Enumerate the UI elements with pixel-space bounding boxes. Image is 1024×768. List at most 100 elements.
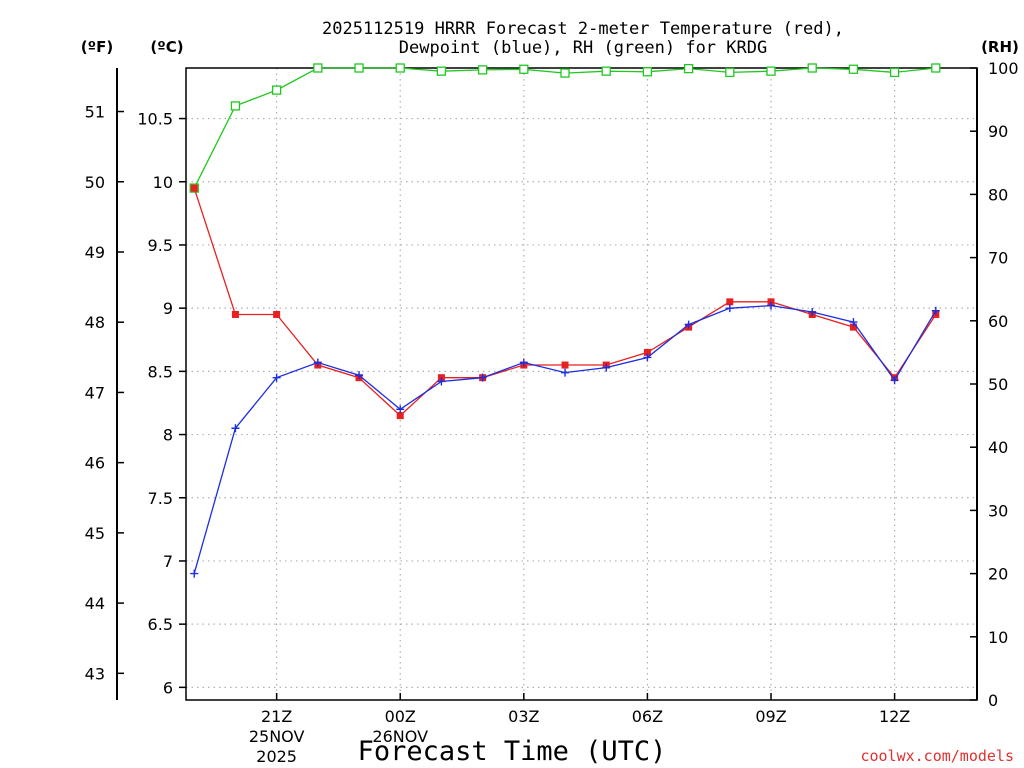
fahrenheit-tick-label: 46	[85, 454, 105, 473]
dewpoint-point	[355, 371, 364, 380]
rh-point	[477, 65, 488, 75]
rh-tick-label: 20	[988, 565, 1008, 584]
rh-point	[560, 68, 570, 78]
temperature-point	[561, 361, 569, 369]
fahrenheit-tick-label: 50	[85, 173, 105, 192]
rh-tick-label: 30	[988, 501, 1008, 520]
rh-tick-label: 10	[988, 628, 1008, 647]
rh-tick-label: 100	[988, 59, 1019, 78]
dewpoint-point	[931, 306, 940, 315]
celsius-tick-label: 10	[153, 173, 173, 192]
rh-point	[642, 67, 653, 77]
temperature-point	[643, 348, 651, 356]
rh-tick-label: 80	[988, 185, 1008, 204]
source-credit: coolwx.com/models	[860, 747, 1014, 765]
temperature-series	[190, 184, 940, 420]
rh-point	[683, 63, 694, 74]
fahrenheit-tick-label: 49	[85, 243, 105, 262]
rh-tick-label: 70	[988, 249, 1008, 268]
dewpoint-point	[808, 307, 817, 316]
fahrenheit-tick-label: 45	[85, 524, 105, 543]
rh-point	[395, 63, 405, 73]
celsius-tick-label: 7.5	[148, 489, 173, 508]
rh-unit-label: (RH)	[981, 38, 1019, 56]
celsius-unit-label: (ºC)	[150, 38, 183, 56]
dewpoint-point	[396, 405, 405, 414]
chart-title-line2: Dewpoint (blue), RH (green) for KRDG	[399, 38, 767, 58]
x-tick-date: 26NOV	[372, 727, 428, 746]
dewpoint-point	[313, 358, 322, 367]
rh-tick-label: 60	[988, 312, 1008, 331]
dewpoint-point	[684, 320, 693, 329]
dewpoint-point	[602, 363, 611, 372]
x-tick-label: 06Z	[632, 707, 663, 726]
x-tick-label: 03Z	[508, 707, 539, 726]
rh-series	[189, 63, 941, 193]
celsius-tick-label: 6.5	[148, 615, 173, 634]
rh-point	[271, 85, 282, 95]
axes: 6 6.5 7 7.5 8 8.5 9 9.5 10 10.5 43 44 45 46 47 48 49 50 51…	[85, 59, 1019, 766]
temperature-line	[193, 187, 937, 417]
dewpoint-point	[272, 373, 281, 382]
x-tick-date: 25NOV	[249, 727, 305, 746]
rh-point	[807, 63, 817, 73]
plot-frame	[185, 67, 978, 701]
dewpoint-point	[643, 353, 652, 362]
rh-tick-label: 50	[988, 375, 1008, 394]
rh-tick-label: 0	[988, 691, 998, 710]
temperature-point	[231, 310, 239, 318]
grid-lines	[186, 68, 977, 700]
chart-title-line1: 2025112519 HRRR Forecast 2-meter Tempera…	[322, 19, 844, 39]
celsius-tick-label: 7	[163, 552, 173, 571]
temperature-point	[849, 323, 857, 331]
celsius-tick-label: 6	[163, 678, 173, 697]
celsius-tick-label: 8	[163, 426, 173, 445]
fahrenheit-tick-label: 51	[85, 103, 105, 122]
temperature-point	[273, 310, 281, 318]
dewpoint-point	[767, 301, 776, 310]
x-tick-label: 21Z	[261, 707, 292, 726]
temperature-point	[190, 184, 198, 192]
rh-tick-label: 90	[988, 122, 1008, 141]
celsius-tick-label: 8.5	[148, 362, 173, 381]
celsius-tick-label: 9.5	[148, 236, 173, 255]
temperature-point	[396, 412, 404, 420]
rh-point	[519, 64, 529, 74]
rh-point	[766, 66, 776, 76]
celsius-tick-label: 10.5	[137, 110, 173, 129]
dewpoint-line	[193, 304, 937, 574]
fahrenheit-tick-label: 43	[85, 664, 105, 683]
fahrenheit-unit-label: (ºF)	[81, 38, 113, 56]
series-layer	[189, 63, 941, 578]
dewpoint-point	[519, 358, 528, 367]
fahrenheit-tick-label: 48	[85, 313, 105, 332]
celsius-tick-label: 9	[163, 299, 173, 318]
rh-point	[725, 67, 735, 78]
rh-line	[193, 67, 936, 189]
dewpoint-point	[890, 376, 899, 385]
x-tick-label: 00Z	[385, 707, 416, 726]
rh-point	[601, 66, 611, 76]
dewpoint-point	[231, 424, 240, 433]
dewpoint-point	[849, 318, 858, 327]
rh-point	[230, 101, 241, 111]
dewpoint-point	[437, 377, 446, 386]
dewpoint-point	[190, 569, 199, 578]
x-tick-label: 09Z	[755, 707, 786, 726]
x-tick-label: 12Z	[879, 707, 910, 726]
temperature-point	[726, 298, 734, 306]
rh-point	[889, 67, 900, 78]
x-tick-year: 2025	[256, 747, 297, 766]
rh-point	[848, 64, 859, 74]
dewpoint-point	[561, 368, 570, 377]
dewpoint-point	[725, 304, 734, 313]
rh-point	[354, 63, 364, 73]
rh-point	[931, 63, 941, 73]
dewpoint-series	[190, 301, 940, 578]
rh-point	[436, 66, 447, 76]
x-axis-label: Forecast Time (UTC)	[358, 736, 667, 767]
rh-point	[313, 63, 323, 73]
fahrenheit-tick-label: 47	[85, 383, 105, 402]
fahrenheit-tick-label: 44	[85, 594, 105, 613]
